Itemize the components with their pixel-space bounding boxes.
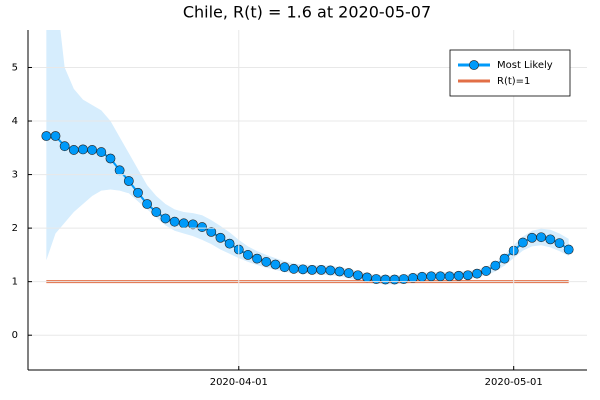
marker [343, 268, 354, 278]
marker [554, 238, 565, 249]
marker [472, 268, 482, 279]
marker [380, 274, 391, 285]
marker [545, 234, 556, 245]
marker [252, 253, 262, 264]
marker [123, 176, 134, 186]
x-tick-label: 2020-05-01 [485, 377, 543, 388]
marker [87, 145, 98, 155]
legend-label: R(t)=1 [497, 76, 530, 87]
marker [417, 271, 427, 282]
marker [288, 263, 299, 274]
marker [41, 131, 52, 141]
y-tick-label: 5 [12, 62, 18, 73]
marker [435, 271, 446, 282]
marker [389, 274, 400, 285]
marker [279, 262, 290, 273]
marker [151, 207, 162, 217]
marker [536, 232, 547, 243]
marker [499, 253, 510, 264]
legend: Most Likely R(t)=1 [449, 49, 571, 97]
marker [563, 244, 574, 255]
marker [481, 266, 492, 276]
marker [398, 274, 409, 284]
marker [68, 145, 79, 155]
plot-area [41, 30, 574, 285]
marker [307, 264, 317, 275]
marker [243, 249, 253, 260]
marker [78, 144, 88, 155]
marker [50, 131, 61, 141]
marker [426, 271, 437, 282]
y-tick-label: 1 [12, 277, 18, 288]
marker [160, 213, 171, 224]
marker [178, 218, 189, 229]
marker [224, 238, 235, 249]
marker [188, 219, 198, 230]
marker [105, 153, 116, 164]
marker [270, 259, 281, 270]
marker [197, 222, 208, 232]
marker [353, 270, 363, 281]
marker [169, 216, 180, 227]
marker [133, 187, 143, 198]
marker [206, 226, 217, 237]
y-tick-label: 2 [12, 223, 18, 234]
marker [298, 264, 308, 275]
y-tick-label: 0 [12, 330, 18, 341]
y-tick-label: 4 [12, 116, 18, 127]
marker [517, 237, 528, 248]
marker [96, 147, 107, 157]
marker [59, 141, 70, 152]
marker [215, 232, 226, 243]
marker [444, 271, 455, 282]
chart-title: Chile, R(t) = 1.6 at 2020-05-07 [183, 3, 431, 22]
marker [142, 199, 153, 209]
legend-box [449, 49, 571, 97]
marker [114, 165, 125, 176]
marker [462, 270, 473, 281]
marker [316, 264, 327, 275]
x-tick-label: 2020-04-01 [210, 377, 268, 388]
marker [527, 232, 537, 243]
legend-label: Most Likely [497, 60, 553, 71]
confidence-band [46, 30, 569, 285]
marker [453, 270, 464, 281]
marker [362, 272, 372, 283]
marker [334, 266, 345, 277]
y-tick-label: 3 [12, 170, 18, 181]
marker [371, 274, 382, 284]
legend-swatch [469, 60, 479, 70]
marker [490, 260, 501, 271]
marker [407, 273, 418, 283]
marker [325, 265, 336, 276]
marker [261, 256, 272, 267]
